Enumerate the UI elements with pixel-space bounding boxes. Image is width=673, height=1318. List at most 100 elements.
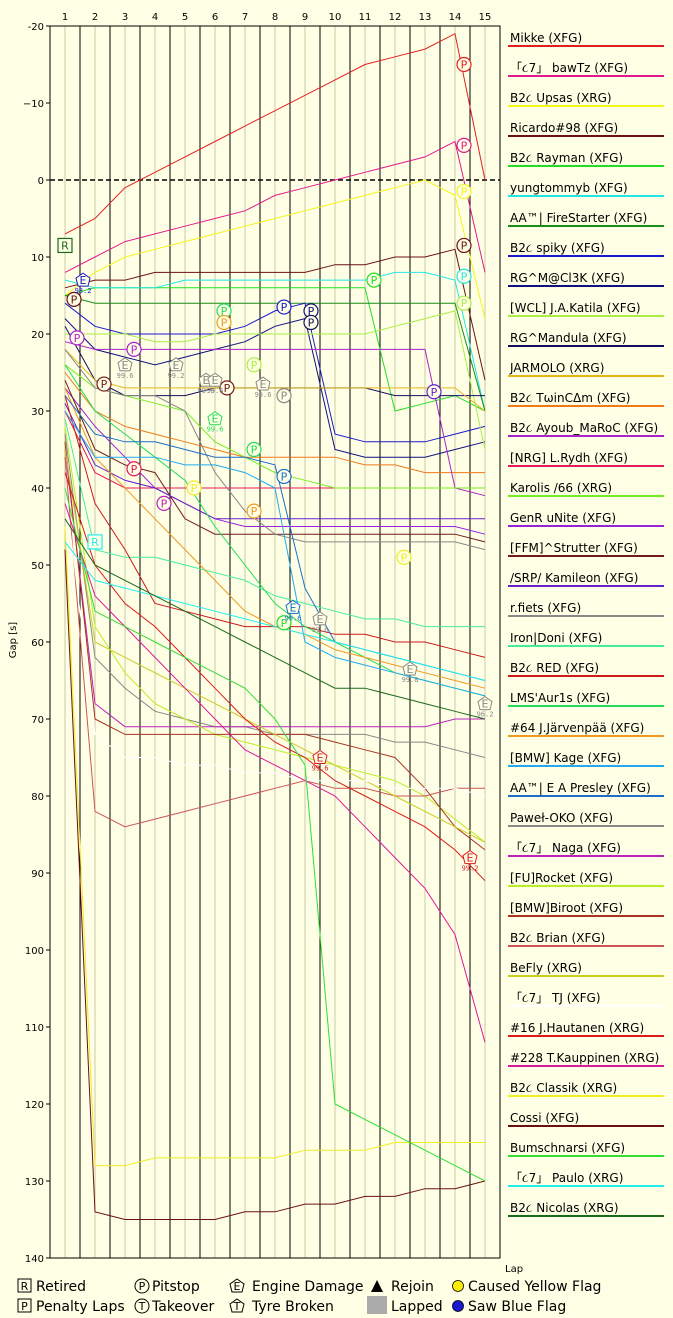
event-markers: RRPPPPPPPPPPPPPPPPPPPPPPPPPPPPE98.2E99.6…: [57, 56, 494, 873]
series-line-34: [64, 472, 486, 882]
pitstop-letter: P: [74, 332, 81, 345]
event-marker-p: P: [216, 314, 232, 331]
legend-item: B2૮ Upsas (XRG): [508, 91, 664, 107]
engine-damage-value: 99.6: [198, 387, 215, 395]
engine-pentagon: [285, 599, 301, 614]
x-tick-label: 6: [212, 12, 218, 23]
key-retired-icon: [17, 1278, 32, 1293]
engine-damage-value: 99.2: [168, 372, 185, 380]
pitstop-letter: P: [431, 386, 438, 399]
engine-damage-value: 99.2: [462, 865, 479, 873]
key-engine-icon-letter: E: [234, 1280, 241, 1293]
series-line-4: [64, 248, 486, 381]
key-pitstop-label: Pitstop: [152, 1279, 200, 1295]
series-line-10: [65, 310, 486, 450]
legend: Mikke (XFG) 「૮7」 bawTz (XFG) B2૮ Upsas (XR…: [508, 31, 664, 1217]
engine-pentagon: [207, 411, 223, 426]
engine-pentagon: [255, 376, 271, 391]
x-tick-label: 11: [359, 12, 372, 23]
pitstop-circle: [303, 314, 319, 331]
legend-item: Ricardo#98 (XFG): [508, 121, 664, 137]
series-line-25: [64, 410, 486, 697]
legend-item: Iron|Doni (XFG): [508, 631, 664, 647]
x-tick-label: 12: [389, 12, 402, 23]
pitstop-letter: P: [71, 293, 78, 306]
legend-item: B2૮ spiky (XFG): [508, 241, 664, 257]
y-tick-label: 20: [31, 330, 44, 341]
legend-name: 「૮7」 Paulo (XRG): [510, 1171, 623, 1185]
pitstop-circle: [456, 237, 472, 254]
pitstop-letter: P: [281, 470, 288, 483]
legend-name: B2૮ spiky (XFG): [510, 241, 605, 255]
key-yellow-flag-label: Caused Yellow Flag: [468, 1279, 601, 1295]
event-marker-p: P: [276, 299, 292, 315]
event-marker-e: E99.6: [312, 611, 328, 634]
key-penalty-icon: [17, 1298, 32, 1313]
legend-name: B2૮ TωinCΔm (XFG): [510, 391, 630, 405]
series-line-32: [64, 449, 486, 843]
pitstop-circle: [216, 314, 232, 331]
y-axis-label: Gap [s]: [8, 622, 19, 659]
series-line-33: [64, 487, 486, 797]
pitstop-letter: P: [281, 390, 288, 403]
legend-item: [BMW] Kage (XFG): [508, 751, 664, 767]
x-axis-label: Lap: [505, 1264, 523, 1275]
pitstop-letter: P: [308, 305, 315, 318]
legend-item: /SRP/ Kamileon (XFG): [508, 571, 664, 587]
series-line-39: [64, 541, 486, 681]
engine-damage-value: 96.2: [477, 711, 494, 719]
y-tick-label: 130: [25, 1177, 44, 1188]
event-marker-p: P: [126, 341, 142, 357]
event-marker-p: P: [456, 268, 472, 284]
x-tick-label: 13: [419, 12, 432, 23]
series-line-37: [64, 549, 486, 1220]
key-tyre-icon: [229, 1298, 245, 1313]
event-marker-e: E99.6: [312, 749, 328, 773]
engine-damage-value: 98.2: [75, 287, 92, 295]
legend-name: B2૮ Brian (XFG): [510, 931, 605, 945]
series-lines: [64, 32, 486, 1220]
legend-item: RG^M@Cl3K (XFG): [508, 271, 664, 287]
event-marker-e: E99.8: [402, 661, 418, 684]
event-marker-p: P: [366, 272, 382, 288]
pitstop-letter: P: [224, 382, 231, 395]
y-tick-label: 30: [31, 407, 44, 418]
event-marker-e: E99.2: [462, 849, 479, 873]
legend-item: JARMOLO (XRG): [508, 361, 664, 377]
legend-name: [BMW] Kage (XFG): [510, 751, 621, 765]
key-rejoin-icon: [371, 1280, 383, 1292]
legend-name: Cossi (XFG): [510, 1111, 579, 1125]
retired-box: [57, 237, 73, 254]
engine-letter: E: [212, 413, 219, 426]
series-line-12: [64, 349, 486, 412]
series-line-7: [64, 295, 486, 412]
y-tick-label: 100: [25, 946, 44, 957]
engine-letter: E: [467, 852, 474, 865]
event-marker-p: P: [246, 441, 262, 458]
event-marker-p: P: [69, 330, 85, 346]
engine-pentagon: [168, 357, 184, 372]
engine-damage-value: 99.6: [117, 372, 134, 380]
key-engine-icon: [229, 1278, 245, 1293]
legend-item: B2૮ Classik (XRG): [508, 1081, 664, 1097]
series-line-2: [64, 140, 486, 273]
pitstop-circle: [69, 330, 85, 346]
event-marker-e: E96.2: [477, 695, 494, 719]
series-line-9: [64, 317, 486, 458]
event-marker-p: P: [456, 56, 472, 73]
pitstop-letter: P: [251, 505, 258, 518]
pitstop-circle: [156, 495, 172, 511]
x-tick-label: 3: [122, 12, 128, 23]
engine-pentagon: [117, 357, 133, 372]
x-tick-label: 10: [329, 12, 342, 23]
event-marker-p: P: [303, 314, 319, 331]
y-tick-label: 70: [31, 715, 44, 726]
engine-letter: E: [407, 663, 414, 676]
pitstop-circle: [276, 299, 292, 315]
event-marker-e: E98.2: [75, 272, 92, 295]
key-pitstop-icon-letter: P: [139, 1280, 146, 1293]
legend-item: [WCL] J.A.Katila (XFG): [508, 301, 664, 317]
legend-item: r.fiets (XFG): [508, 601, 664, 617]
legend-name: /SRP/ Kamileon (XFG): [510, 571, 638, 585]
